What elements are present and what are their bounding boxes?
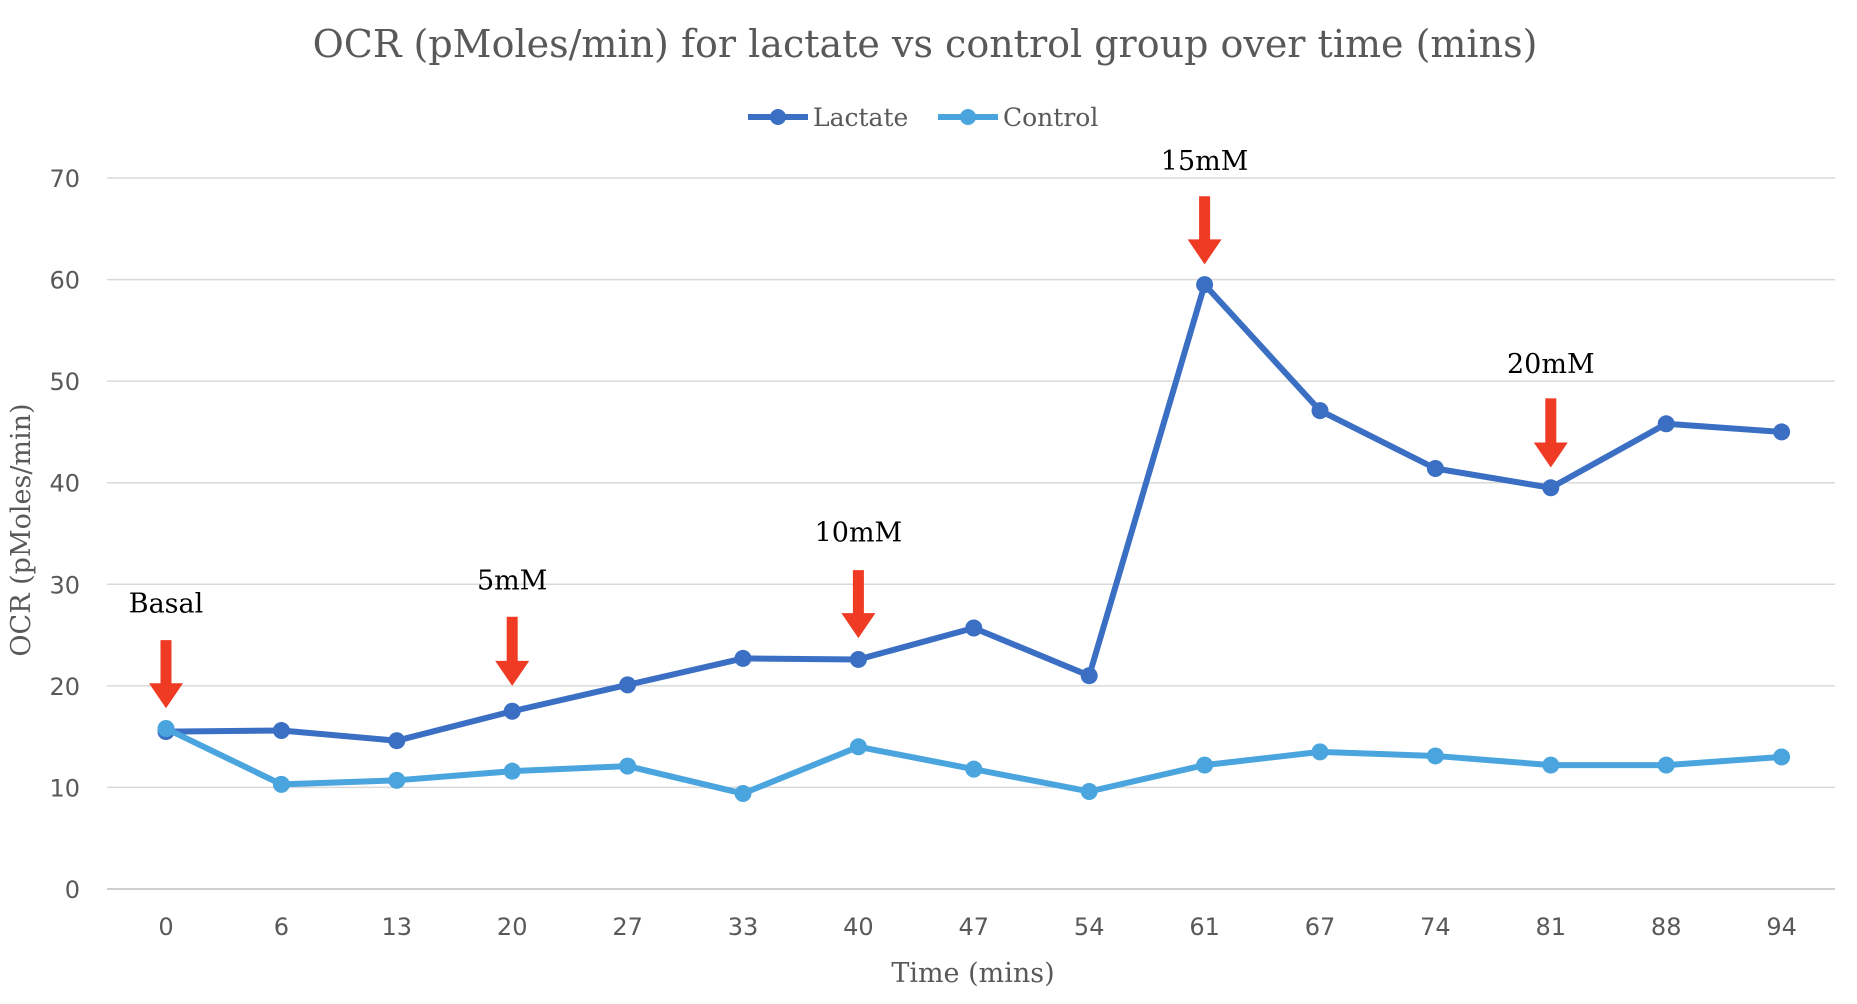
y-axis-label: OCR (pMoles/min): [6, 403, 37, 656]
data-point-lactate: [1426, 459, 1444, 477]
data-point-lactate: [849, 650, 867, 668]
x-tick-label: 27: [612, 913, 643, 941]
annotations: Basal 5mM 10mM 15mM 20mM: [129, 146, 1595, 709]
x-tick-label: 33: [728, 913, 759, 941]
x-tick-label: 13: [382, 913, 413, 941]
data-point-lactate: [1657, 415, 1675, 433]
data-point-control: [1426, 747, 1444, 765]
annotation-label: Basal: [129, 589, 204, 620]
y-tick-label: 20: [49, 673, 80, 701]
data-point-control: [734, 785, 752, 803]
x-tick-label: 0: [158, 913, 173, 941]
x-tick-label: 94: [1766, 913, 1797, 941]
annotation-label: 10mM: [815, 518, 903, 549]
legend-marker-control: [960, 109, 976, 125]
data-point-control: [849, 738, 867, 756]
annotation-label: 15mM: [1161, 146, 1249, 177]
data-point-lactate: [1542, 479, 1560, 497]
data-point-control: [1657, 756, 1675, 774]
x-tick-label: 20: [497, 913, 528, 941]
legend-label-control: Control: [1003, 103, 1098, 132]
x-tick-label: 47: [959, 913, 990, 941]
data-point-lactate: [272, 722, 290, 740]
data-point-lactate: [1080, 667, 1098, 685]
data-point-control: [1311, 743, 1329, 761]
series-control: [157, 720, 1791, 803]
y-tick-label: 40: [49, 470, 80, 498]
annotation-arrow: [495, 616, 530, 686]
series: [157, 276, 1791, 803]
data-point-lactate: [503, 702, 521, 720]
data-point-lactate: [965, 619, 983, 637]
chart-title: OCR (pMoles/min) for lactate vs control …: [313, 22, 1538, 66]
y-tick-label: 60: [49, 267, 80, 295]
y-tick-label: 50: [49, 368, 80, 396]
data-point-lactate: [1773, 423, 1791, 441]
annotation-arrow: [1533, 398, 1568, 468]
annotation-arrow: [149, 640, 183, 709]
x-tick-label: 74: [1420, 913, 1451, 941]
x-tick-label: 6: [274, 913, 289, 941]
annotation-arrow: [1187, 196, 1222, 265]
legend-label-lactate: Lactate: [813, 103, 908, 132]
annotation-label: 5mM: [477, 565, 547, 596]
data-point-control: [1542, 756, 1560, 774]
data-point-lactate: [1196, 276, 1214, 294]
legend: Lactate Control: [748, 103, 1098, 132]
data-point-lactate: [619, 676, 637, 694]
x-tick-label: 67: [1305, 913, 1336, 941]
legend-marker-lactate: [770, 109, 786, 125]
x-axis-ticks: 0 6 13 20 27 33 40 47 54 61 67 74 81 88 94: [158, 913, 1797, 941]
data-point-lactate: [388, 732, 406, 750]
annotation-arrow: [841, 570, 876, 639]
data-point-control: [157, 720, 175, 738]
x-tick-label: 40: [843, 913, 874, 941]
y-tick-label: 0: [65, 876, 80, 904]
y-tick-label: 70: [49, 165, 80, 193]
data-point-control: [965, 760, 983, 778]
data-point-control: [619, 757, 637, 775]
data-point-control: [272, 775, 290, 793]
data-point-control: [388, 771, 406, 789]
x-tick-label: 54: [1074, 913, 1105, 941]
x-tick-label: 61: [1189, 913, 1220, 941]
series-lactate: [157, 276, 1791, 750]
annotation-label: 20mM: [1507, 349, 1595, 380]
data-point-control: [1080, 782, 1098, 800]
data-point-control: [1773, 748, 1791, 766]
data-point-control: [503, 762, 521, 780]
y-tick-label: 30: [49, 571, 80, 599]
x-tick-label: 88: [1651, 913, 1682, 941]
y-axis-ticks: 0 10 20 30 40 50 60 70: [49, 165, 80, 904]
data-point-lactate: [1311, 402, 1329, 420]
data-point-lactate: [734, 649, 752, 667]
data-point-control: [1196, 756, 1214, 774]
x-axis-label: Time (mins): [891, 958, 1054, 989]
y-tick-label: 10: [49, 774, 80, 802]
x-tick-label: 81: [1536, 913, 1567, 941]
